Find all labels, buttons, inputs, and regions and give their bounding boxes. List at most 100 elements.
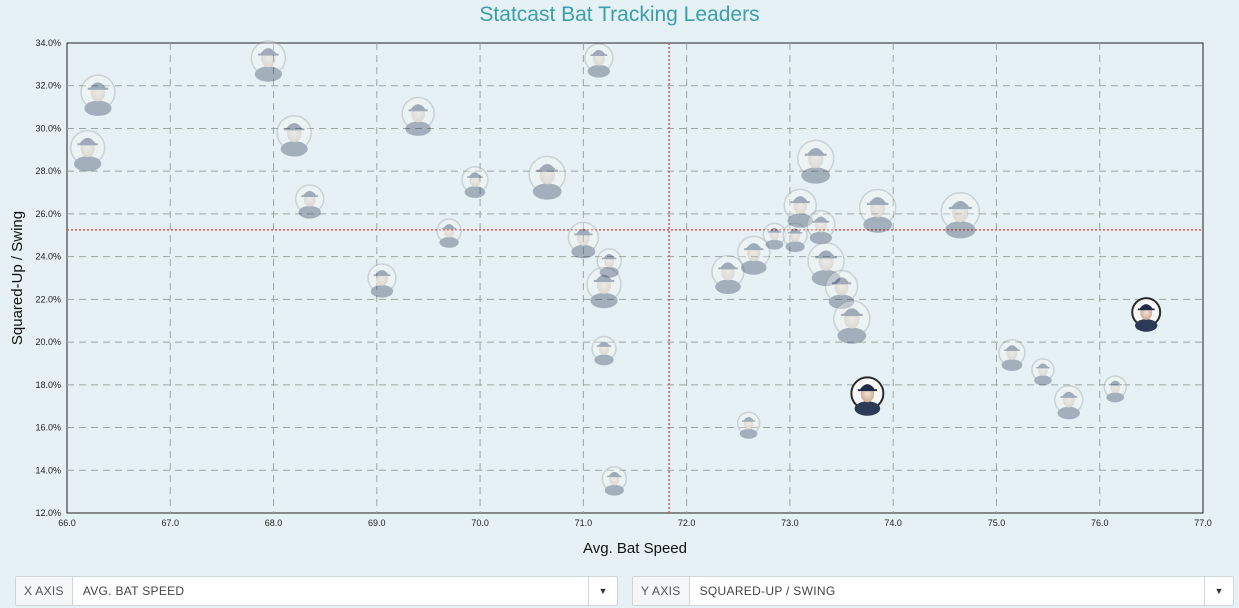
player-point[interactable]: [737, 235, 771, 275]
x-tick-label: 66.0: [58, 518, 76, 528]
player-point[interactable]: [401, 96, 435, 136]
player-point[interactable]: [762, 222, 787, 250]
player-headshot-icon: [787, 196, 814, 228]
player-point[interactable]: [736, 411, 761, 439]
x-tick-labels: 66.0 67.0 68.0 69.0 70.0 71.0 72.0 73.0 74.0 75.0…: [58, 518, 1212, 528]
x-tick-label: 71.0: [575, 518, 593, 528]
y-axis-selector-value[interactable]: SQUARED-UP / SWING: [699, 584, 836, 598]
chevron-down-icon[interactable]: ▼: [1204, 577, 1233, 605]
y-tick-label: 28.0%: [35, 166, 61, 176]
player-headshot-icon: [739, 416, 758, 439]
x-tick-label: 74.0: [884, 518, 902, 528]
player-point[interactable]: [586, 266, 622, 309]
player-point[interactable]: [601, 466, 628, 496]
player-point[interactable]: [461, 165, 489, 198]
y-axis-selector[interactable]: Y AXIS SQUARED-UP / SWING ▼: [632, 576, 1234, 606]
player-headshot-icon: [405, 104, 431, 136]
x-tick-label: 75.0: [988, 518, 1006, 528]
player-point[interactable]: [796, 139, 835, 184]
player-headshot-icon: [828, 277, 855, 309]
player-point[interactable]: [824, 269, 859, 309]
player-point[interactable]: [1103, 375, 1127, 403]
player-point[interactable]: [1031, 358, 1055, 386]
y-tick-label: 32.0%: [35, 81, 61, 91]
player-point[interactable]: [1053, 385, 1084, 420]
chevron-down-icon[interactable]: ▼: [588, 577, 617, 605]
player-point[interactable]: [528, 155, 566, 200]
player-point[interactable]: [567, 221, 600, 259]
player-headshot-icon: [280, 122, 308, 157]
player-point[interactable]: [436, 218, 462, 248]
player-point-highlighted[interactable]: [850, 376, 885, 416]
reference-lines: [67, 43, 1203, 513]
player-point[interactable]: [80, 74, 116, 116]
player-point[interactable]: [276, 114, 312, 157]
player-headshot-icon: [765, 227, 784, 250]
chart-title: Statcast Bat Tracking Leaders: [479, 3, 760, 26]
x-tick-label: 67.0: [162, 518, 180, 528]
player-headshot-icon: [370, 269, 394, 298]
player-point[interactable]: [584, 43, 614, 78]
grid-lines: [66, 42, 1204, 514]
y-tick-label: 24.0%: [35, 252, 61, 262]
player-point[interactable]: [940, 192, 981, 239]
player-point[interactable]: [833, 299, 871, 344]
y-tick-label: 14.0%: [35, 465, 61, 475]
player-point[interactable]: [782, 222, 808, 253]
x-axis-selector[interactable]: X AXIS AVG. BAT SPEED ▼: [15, 576, 618, 606]
player-headshot-icon: [587, 49, 611, 78]
plot-area: [66, 42, 1204, 514]
player-headshot-icon: [1034, 363, 1052, 386]
x-tick-label: 73.0: [781, 518, 799, 528]
player-headshot-icon: [74, 137, 102, 172]
player-headshot-icon: [1135, 304, 1158, 332]
y-tick-label: 18.0%: [35, 380, 61, 390]
player-headshot-icon: [715, 262, 741, 294]
player-point[interactable]: [807, 242, 845, 287]
player-point-highlighted[interactable]: [1131, 297, 1162, 332]
player-headshot-icon: [785, 228, 805, 253]
player-headshot-icon: [532, 164, 562, 200]
player-point[interactable]: [591, 335, 617, 366]
player-headshot-icon: [809, 216, 833, 245]
player-headshot-icon: [1106, 380, 1125, 403]
player-point[interactable]: [69, 129, 106, 172]
data-points: [69, 40, 1162, 496]
player-point[interactable]: [858, 188, 897, 233]
player-headshot-icon: [298, 190, 321, 219]
player-point[interactable]: [250, 40, 287, 82]
player-headshot-icon: [1001, 345, 1023, 371]
y-axis-selector-label: Y AXIS: [633, 577, 690, 605]
player-headshot-icon: [811, 250, 841, 287]
player-headshot-icon: [740, 243, 767, 275]
scatter-chart: 66.0 67.0 68.0 69.0 70.0 71.0 72.0 73.0 74.0 75.0…: [9, 38, 1212, 557]
x-tick-label: 72.0: [678, 518, 696, 528]
player-point[interactable]: [783, 188, 817, 228]
y-tick-label: 30.0%: [35, 123, 61, 133]
x-tick-label: 70.0: [471, 518, 489, 528]
player-headshot-icon: [439, 224, 459, 248]
player-headshot-icon: [863, 197, 893, 233]
player-point[interactable]: [806, 209, 836, 245]
player-headshot-icon: [599, 254, 619, 278]
player-headshot-icon: [604, 471, 624, 496]
y-tick-label: 26.0%: [35, 209, 61, 219]
x-tick-label: 77.0: [1194, 518, 1212, 528]
x-axis-selector-value[interactable]: AVG. BAT SPEED: [82, 584, 185, 598]
player-point[interactable]: [367, 263, 397, 298]
player-headshot-icon: [945, 200, 976, 239]
x-tick-label: 76.0: [1091, 518, 1109, 528]
player-point[interactable]: [294, 184, 325, 219]
player-headshot-icon: [837, 308, 867, 344]
x-tick-label: 68.0: [265, 518, 283, 528]
player-headshot-icon: [464, 172, 486, 198]
player-point[interactable]: [596, 248, 622, 278]
player-headshot-icon: [594, 341, 614, 366]
y-tick-label: 20.0%: [35, 337, 61, 347]
player-point[interactable]: [998, 339, 1026, 371]
player-point[interactable]: [711, 254, 745, 294]
player-headshot-icon: [854, 384, 881, 416]
x-axis-label: Avg. Bat Speed: [583, 540, 687, 557]
y-tick-label: 16.0%: [35, 423, 61, 433]
player-headshot-icon: [84, 82, 112, 116]
